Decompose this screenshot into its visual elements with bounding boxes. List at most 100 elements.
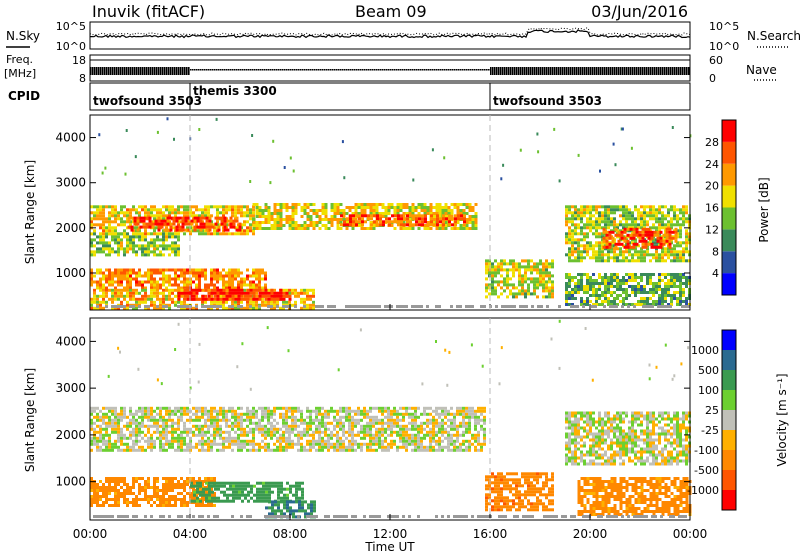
echo-cell bbox=[201, 271, 204, 275]
echo-cell bbox=[571, 217, 574, 221]
echo-cell bbox=[246, 442, 249, 446]
echo-cell bbox=[105, 430, 108, 434]
freq-bar bbox=[596, 67, 598, 75]
echo-cell bbox=[589, 217, 592, 221]
freq-bar bbox=[248, 69, 250, 71]
echo-cell bbox=[114, 409, 117, 413]
echo-cell bbox=[412, 214, 415, 218]
echo-cell bbox=[583, 273, 586, 276]
echo-cell bbox=[679, 288, 682, 291]
echo-cell bbox=[423, 212, 427, 215]
ground-scatter-cell bbox=[258, 305, 261, 308]
echo-cell bbox=[130, 225, 134, 229]
echo-cell bbox=[586, 253, 589, 257]
echo-cell bbox=[433, 223, 436, 227]
echo-cell bbox=[306, 218, 310, 221]
echo-cell bbox=[643, 214, 646, 218]
echo-cell bbox=[153, 238, 156, 242]
echo-cell bbox=[459, 203, 463, 206]
echo-cell bbox=[138, 268, 141, 272]
echo-cell bbox=[658, 303, 661, 306]
echo-cell bbox=[574, 205, 577, 209]
echo-cell bbox=[366, 427, 369, 431]
echo-cell bbox=[643, 211, 646, 215]
freq-bar bbox=[518, 67, 520, 75]
echo-cell bbox=[673, 291, 676, 294]
echo-cell bbox=[414, 206, 418, 209]
echo-cell bbox=[357, 409, 360, 413]
echo-cell bbox=[90, 220, 93, 224]
echo-cell bbox=[126, 232, 129, 236]
echo-cell bbox=[622, 288, 625, 291]
echo-cell bbox=[312, 421, 315, 425]
echo-cell bbox=[217, 216, 221, 220]
echo-cell bbox=[613, 217, 616, 221]
echo-cell bbox=[165, 439, 168, 443]
echo-cell bbox=[204, 211, 207, 215]
echo-cell bbox=[634, 259, 637, 263]
echo-cell bbox=[162, 300, 165, 304]
echo-cell bbox=[252, 211, 255, 215]
echo-cell bbox=[568, 211, 571, 215]
echo-cell bbox=[96, 250, 99, 254]
sparse-echo-cell bbox=[292, 169, 295, 173]
echo-cell bbox=[246, 412, 249, 416]
echo-cell bbox=[186, 406, 189, 410]
echo-cell bbox=[228, 445, 231, 449]
echo-cell bbox=[381, 439, 384, 443]
freq-bar bbox=[650, 67, 652, 75]
echo-cell bbox=[237, 291, 241, 295]
echo-cell bbox=[243, 412, 246, 416]
echo-cell bbox=[96, 406, 99, 410]
echo-cell bbox=[607, 250, 610, 254]
echo-cell bbox=[117, 448, 120, 452]
echo-cell bbox=[135, 232, 138, 236]
echo-cell bbox=[159, 306, 162, 310]
echo-cell bbox=[378, 203, 382, 206]
freq-bar bbox=[408, 69, 410, 71]
echo-cell bbox=[608, 230, 612, 234]
echo-cell bbox=[372, 203, 376, 206]
echo-cell bbox=[156, 211, 159, 215]
ground-scatter-cell bbox=[657, 305, 660, 308]
echo-cell bbox=[213, 406, 216, 410]
echo-cell bbox=[619, 259, 622, 263]
echo-cell bbox=[240, 232, 243, 236]
echo-cell bbox=[156, 412, 159, 416]
echo-cell bbox=[625, 291, 628, 294]
echo-cell bbox=[315, 439, 318, 443]
echo-cell bbox=[622, 250, 625, 254]
echo-cell bbox=[682, 205, 685, 209]
echo-cell bbox=[156, 208, 159, 212]
echo-cell bbox=[246, 306, 249, 310]
echo-cell bbox=[264, 203, 268, 206]
echo-cell bbox=[415, 214, 418, 218]
echo-cell bbox=[135, 250, 138, 254]
echo-cell bbox=[231, 427, 234, 431]
echo-cell bbox=[339, 212, 343, 215]
echo-cell bbox=[607, 223, 610, 227]
echo-cell bbox=[219, 427, 222, 431]
echo-cell bbox=[393, 209, 397, 212]
echo-cell bbox=[598, 223, 601, 227]
echo-cell bbox=[105, 241, 108, 245]
echo-cell bbox=[506, 268, 509, 272]
echo-cell bbox=[180, 412, 183, 416]
echo-cell bbox=[198, 283, 201, 287]
echo-cell bbox=[333, 209, 337, 212]
freq-bar bbox=[276, 69, 278, 71]
echo-cell bbox=[616, 256, 619, 260]
echo-cell bbox=[177, 424, 180, 428]
echo-cell bbox=[527, 289, 530, 293]
echo-cell bbox=[126, 241, 129, 245]
echo-cell bbox=[171, 283, 174, 287]
echo-cell bbox=[360, 418, 363, 422]
echo-cell bbox=[604, 220, 607, 224]
echo-cell bbox=[665, 233, 669, 237]
echo-cell bbox=[240, 286, 243, 290]
echo-cell bbox=[571, 241, 574, 245]
echo-cell bbox=[656, 236, 660, 240]
echo-cell bbox=[312, 439, 315, 443]
ground-scatter-cell bbox=[525, 305, 528, 308]
echo-cell bbox=[252, 208, 255, 212]
